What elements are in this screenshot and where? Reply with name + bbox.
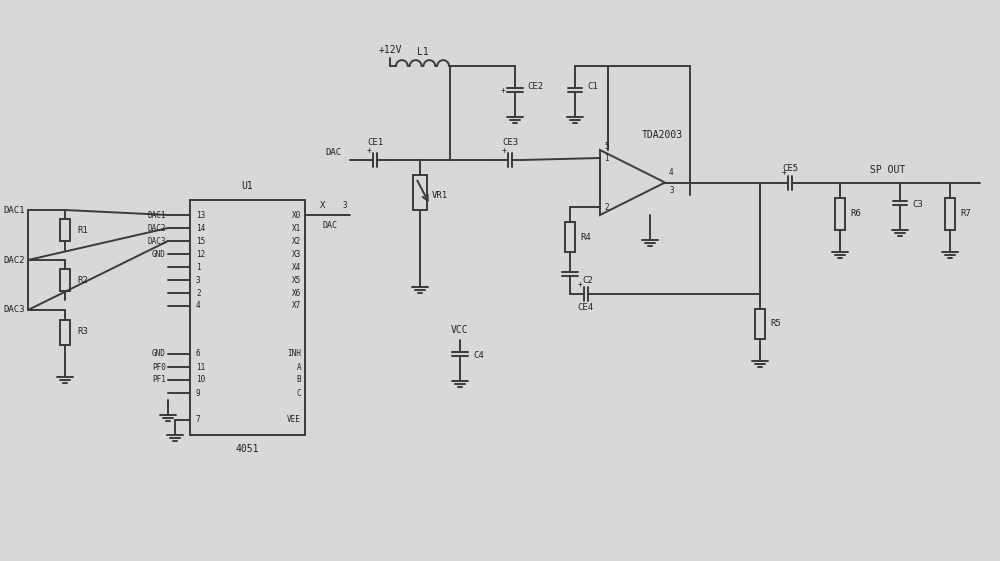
Text: R2: R2 xyxy=(77,275,88,284)
Text: X5: X5 xyxy=(292,275,301,284)
Text: A: A xyxy=(296,362,301,371)
Bar xyxy=(60,219,70,241)
Text: 4051: 4051 xyxy=(236,444,259,454)
Text: DAC2: DAC2 xyxy=(3,255,24,264)
Text: PF1: PF1 xyxy=(152,375,166,384)
Text: DAC1: DAC1 xyxy=(148,210,166,219)
Text: 13: 13 xyxy=(196,210,205,219)
Text: 3: 3 xyxy=(196,275,201,284)
Bar xyxy=(190,200,305,435)
Text: R5: R5 xyxy=(770,320,781,329)
Bar xyxy=(565,222,575,252)
Text: 4: 4 xyxy=(196,301,201,310)
Bar xyxy=(945,197,955,229)
Text: 2: 2 xyxy=(604,203,609,211)
Text: 15: 15 xyxy=(196,237,205,246)
Text: C4: C4 xyxy=(473,352,484,361)
Text: B: B xyxy=(296,375,301,384)
Text: R7: R7 xyxy=(960,209,971,218)
Text: VEE: VEE xyxy=(287,416,301,425)
Text: +: + xyxy=(367,145,371,154)
Text: X3: X3 xyxy=(292,250,301,259)
Text: GND: GND xyxy=(152,250,166,259)
Text: 6: 6 xyxy=(196,350,201,358)
Text: VCC: VCC xyxy=(451,325,469,335)
Text: R6: R6 xyxy=(850,209,861,218)
Text: 4: 4 xyxy=(669,168,674,177)
Text: R1: R1 xyxy=(77,226,88,234)
Text: R3: R3 xyxy=(77,328,88,337)
Text: C2: C2 xyxy=(582,275,593,284)
Text: DAC3: DAC3 xyxy=(148,237,166,246)
Text: 7: 7 xyxy=(196,416,201,425)
Text: DAC3: DAC3 xyxy=(3,306,24,315)
Text: X4: X4 xyxy=(292,263,301,272)
Text: X: X xyxy=(320,200,326,209)
Text: DAC: DAC xyxy=(322,220,338,229)
Text: 11: 11 xyxy=(196,362,205,371)
Text: C3: C3 xyxy=(912,200,923,209)
Text: 5: 5 xyxy=(604,141,609,150)
Text: +: + xyxy=(502,145,506,154)
Text: 14: 14 xyxy=(196,223,205,232)
Text: +: + xyxy=(782,168,786,177)
Bar xyxy=(835,197,845,229)
Text: CE5: CE5 xyxy=(782,164,798,173)
Text: 9: 9 xyxy=(196,389,201,398)
Text: 10: 10 xyxy=(196,375,205,384)
Text: 3: 3 xyxy=(343,200,347,209)
Text: CE2: CE2 xyxy=(527,81,543,90)
Bar xyxy=(755,309,765,339)
Text: CE1: CE1 xyxy=(367,137,383,146)
Bar xyxy=(60,320,70,345)
Text: X7: X7 xyxy=(292,301,301,310)
Text: X0: X0 xyxy=(292,210,301,219)
Text: X2: X2 xyxy=(292,237,301,246)
Text: DAC1: DAC1 xyxy=(3,205,24,214)
Text: R4: R4 xyxy=(580,232,591,241)
Text: DAC: DAC xyxy=(326,148,342,157)
Text: CE4: CE4 xyxy=(577,304,593,312)
Text: 3: 3 xyxy=(669,186,674,195)
Text: C1: C1 xyxy=(587,81,598,90)
Text: CE3: CE3 xyxy=(502,137,518,146)
Text: 12: 12 xyxy=(196,250,205,259)
Text: SP OUT: SP OUT xyxy=(870,164,905,174)
Bar xyxy=(60,269,70,291)
Text: X6: X6 xyxy=(292,288,301,297)
Text: DAC2: DAC2 xyxy=(148,223,166,232)
Text: GND: GND xyxy=(152,350,166,358)
Text: +: + xyxy=(578,279,582,288)
Text: 2: 2 xyxy=(196,288,201,297)
Text: VR1: VR1 xyxy=(432,191,448,200)
Text: 1: 1 xyxy=(196,263,201,272)
Text: U1: U1 xyxy=(242,181,253,191)
Text: L1: L1 xyxy=(417,47,429,57)
Bar xyxy=(413,175,427,210)
Text: TDA2003: TDA2003 xyxy=(642,130,683,140)
Text: 1: 1 xyxy=(604,154,609,163)
Text: +: + xyxy=(501,85,505,94)
Text: INH: INH xyxy=(287,350,301,358)
Text: X1: X1 xyxy=(292,223,301,232)
Text: C: C xyxy=(296,389,301,398)
Text: PF0: PF0 xyxy=(152,362,166,371)
Text: +12V: +12V xyxy=(378,45,402,55)
